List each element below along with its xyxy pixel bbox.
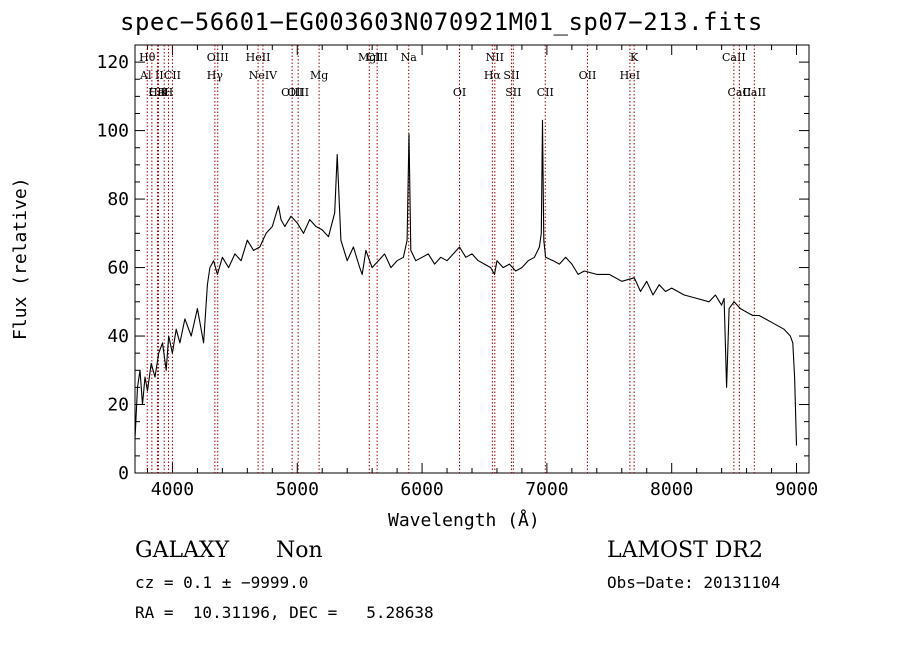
line-marker-label: CaII — [728, 86, 752, 99]
line-marker-label: OII — [579, 69, 597, 82]
x-tick-label: 8000 — [650, 479, 693, 500]
coordinates: RA = 10.31196, DEC = 5.28638 — [135, 603, 434, 622]
axis-ticks: 4000 5000 6000 7000 8000 9000 0 20 40 60 80 100 120 — [96, 45, 818, 500]
line-marker-label: NII — [486, 51, 504, 64]
subclass-label: Non — [276, 538, 323, 563]
line-marker-label: HeI — [148, 86, 168, 99]
line-marker-label: HeI — [620, 69, 640, 82]
line-marker-label: H — [164, 86, 174, 99]
x-tick-label: 4000 — [151, 479, 194, 500]
line-marker-label: OI — [453, 86, 466, 99]
x-axis-label: Wavelength (Å) — [388, 510, 540, 531]
line-marker-label: K — [160, 86, 169, 99]
line-marker-label: OIII — [287, 86, 309, 99]
y-tick-label: 0 — [118, 463, 129, 484]
line-marker-label: HeII — [246, 51, 271, 64]
line-marker-label: OIII — [281, 86, 303, 99]
y-tick-label: 40 — [107, 326, 129, 347]
spectrum-series — [134, 119, 798, 446]
line-marker-label: NeIV — [249, 69, 278, 82]
y-tick-label: 20 — [107, 395, 129, 416]
line-marker-label: Na — [401, 51, 418, 64]
classification-label: GALAXY — [135, 538, 230, 563]
spectrum-line — [134, 119, 798, 446]
line-marker-label: CaII — [722, 51, 746, 64]
x-tick-label: 5000 — [276, 479, 319, 500]
line-marker-label: OIII — [207, 51, 229, 64]
line-marker-label: SII — [505, 86, 521, 99]
x-tick-label: 6000 — [400, 479, 443, 500]
y-tick-label: 100 — [96, 121, 129, 142]
survey-label: LAMOST DR2 — [607, 538, 763, 563]
redshift-value: cz = 0.1 ± −9999.0 — [135, 573, 309, 592]
line-marker-label: MgI — [358, 51, 381, 64]
line-marker-label: Mg — [310, 69, 328, 82]
plot-axes — [134, 44, 810, 474]
y-tick-label: 80 — [107, 189, 129, 210]
line-marker-label: K — [630, 51, 639, 64]
y-tick-label: 120 — [96, 52, 129, 73]
line-marker-label: CaII — [742, 86, 766, 99]
line-marker-label: Hγ — [207, 69, 224, 82]
y-axis-label: Flux (relative) — [10, 177, 31, 340]
line-marker-label: CII — [164, 69, 181, 82]
line-marker-label: Hθ — [139, 51, 156, 64]
chart-title: spec−56601−EG003603N070921M01_sp07−213.f… — [120, 8, 763, 36]
x-tick-label: 7000 — [525, 479, 568, 500]
plot-frame — [134, 44, 810, 474]
line-marker-label: CIII — [366, 51, 387, 64]
obs-date: Obs−Date: 20131104 — [607, 573, 781, 592]
line-marker-label: CII — [537, 86, 554, 99]
line-marker-label: CII — [149, 86, 166, 99]
line-marker-label: Hα — [484, 69, 502, 82]
line-marker-label: Al II — [139, 69, 164, 82]
y-tick-label: 60 — [107, 258, 129, 279]
line-marker-label: SII — [503, 69, 519, 82]
x-tick-label: 9000 — [775, 479, 818, 500]
